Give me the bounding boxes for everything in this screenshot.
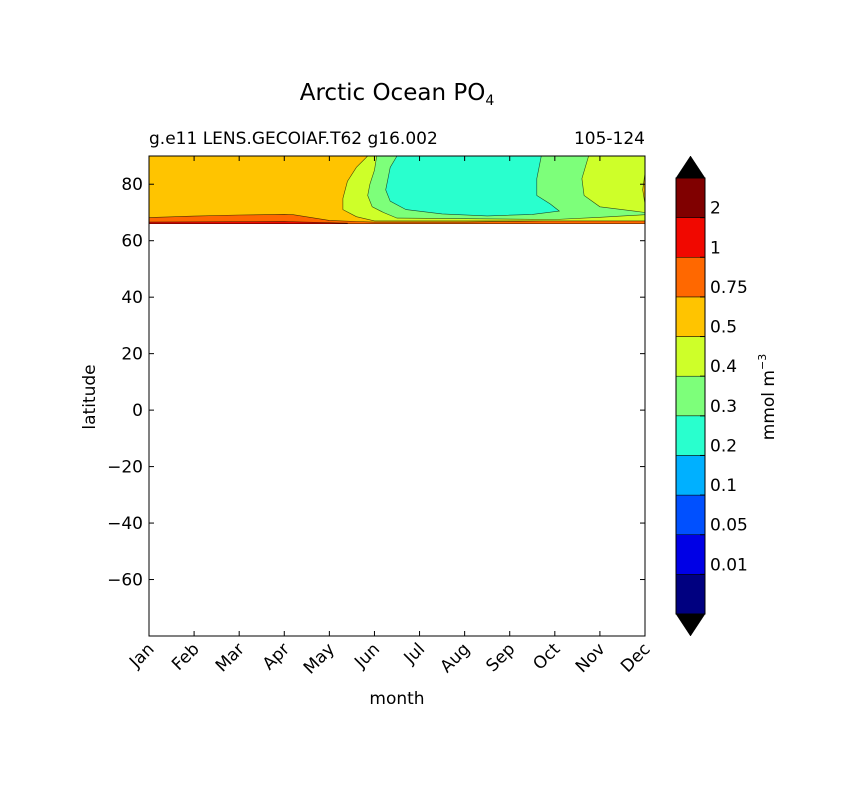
y-axis: 80 60 40 20 0 −20 −40 −60 <box>107 175 645 591</box>
y-tick-label: 0 <box>132 401 143 421</box>
colorbar-segment <box>675 336 706 377</box>
colorbar-segment <box>675 177 706 218</box>
colorbar-segment <box>675 296 706 337</box>
y-tick-label: −40 <box>107 514 143 534</box>
colorbar: 0.01 0.05 0.1 0.2 0.3 0.4 0.5 0.75 1 2 <box>675 155 748 637</box>
colorbar-frame <box>675 177 706 615</box>
colorbar-segment <box>675 257 706 298</box>
colorbar-tick-label: 0.5 <box>710 318 737 338</box>
x-tick-label: Oct <box>529 639 564 674</box>
colorbar-tick-label: 1 <box>710 238 721 258</box>
colorbar-tick-label: 0.4 <box>710 357 737 377</box>
colorbar-tick-label: 0.05 <box>710 516 748 536</box>
chart-subtitle-right: 105-124 <box>574 129 645 149</box>
x-tick-label: Jan <box>125 639 158 672</box>
colorbar-extend-top <box>675 155 706 179</box>
chart-title: Arctic Ocean PO4 <box>300 80 495 109</box>
y-tick-label: 40 <box>121 288 143 308</box>
x-tick-label: May <box>300 639 339 678</box>
colorbar-segment <box>675 415 706 456</box>
contour-band-0.2-0.3 <box>385 156 561 217</box>
colorbar-segment <box>675 494 706 535</box>
colorbar-segment <box>675 574 706 615</box>
colorbar-tick-label: 0.01 <box>710 555 748 575</box>
colorbar-segment <box>675 455 706 496</box>
contour-band-1-2 <box>149 221 348 224</box>
x-tick-label: Mar <box>212 639 249 676</box>
y-tick-label: 80 <box>121 175 143 195</box>
y-tick-label: 60 <box>121 232 143 252</box>
colorbar-tick-label: 2 <box>710 199 721 219</box>
colorbar-tick-label: 0.75 <box>710 278 748 298</box>
colorbar-label-superscript: −3 <box>756 354 769 370</box>
plot-background <box>149 156 645 636</box>
x-tick-label: Dec <box>617 639 654 676</box>
colorbar-label: mmol m−3 <box>756 354 779 440</box>
colorbar-segment <box>675 217 706 258</box>
colorbar-tick-label: 0.2 <box>710 436 737 456</box>
colorbar-segment <box>675 534 706 575</box>
y-tick-label: −20 <box>107 458 143 478</box>
plot-frame <box>148 155 646 637</box>
x-tick-label: Aug <box>437 639 475 677</box>
y-tick-label: −60 <box>107 571 143 591</box>
x-axis-label: month <box>369 689 424 709</box>
colorbar-tick-label: 0.3 <box>710 397 737 417</box>
y-axis-label: latitude <box>80 364 100 429</box>
colorbar-tick-label: 0.1 <box>710 476 737 496</box>
chart-title-subscript: 4 <box>485 93 494 109</box>
x-tick-label: Jul <box>400 639 429 668</box>
y-tick-label: 20 <box>121 345 143 365</box>
chart-subtitle-left: g.e11 LENS.GECOIAF.T62 g16.002 <box>149 129 438 149</box>
x-tick-label: Nov <box>572 639 610 677</box>
colorbar-extend-bottom <box>675 613 706 637</box>
x-tick-label: Feb <box>168 639 203 674</box>
colorbar-segment <box>675 375 706 417</box>
x-tick-label: Apr <box>259 639 294 674</box>
contour-field <box>149 156 645 224</box>
x-tick-label: Jun <box>350 639 384 673</box>
x-tick-label: Sep <box>482 639 519 676</box>
